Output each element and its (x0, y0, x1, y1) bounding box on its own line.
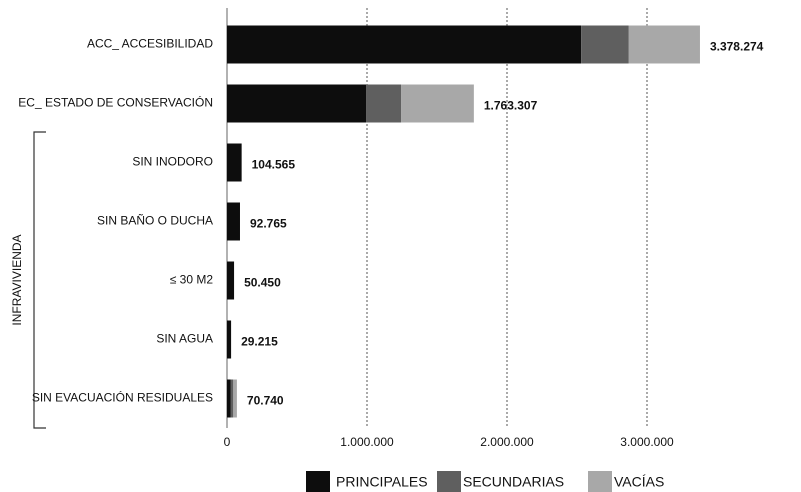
bar-segment (233, 379, 237, 418)
total-label: 1.763.307 (484, 99, 538, 113)
bar-segment (230, 379, 234, 418)
legend-swatch (437, 471, 461, 492)
bar-segment (227, 143, 242, 182)
legend-swatch (306, 471, 330, 492)
y-tick-label: SIN EVACUACIÓN RESIDUALES (32, 390, 213, 405)
y-tick-label: ≤ 30 M2 (170, 273, 214, 287)
total-label: 3.378.274 (710, 40, 764, 54)
y-tick-label: EC_ ESTADO DE CONSERVACIÓN (18, 95, 213, 110)
y-tick-label: SIN INODORO (132, 155, 213, 169)
total-label: 104.565 (252, 158, 296, 172)
bar-segment (401, 84, 474, 123)
x-tick-label: 2.000.000 (480, 435, 534, 449)
x-tick-label: 3.000.000 (620, 435, 674, 449)
bar-segment (227, 320, 232, 359)
bar-segment (227, 261, 235, 300)
x-tick-label: 0 (224, 435, 231, 449)
legend-label: VACÍAS (614, 474, 664, 490)
group-label: INFRAVIVIENDA (10, 234, 24, 325)
bar-segment (227, 202, 240, 241)
bar-segment (227, 379, 231, 418)
y-tick-label: SIN AGUA (156, 332, 213, 346)
total-label: 50.450 (244, 276, 281, 290)
bar-segment (628, 25, 700, 64)
bar-segment (227, 84, 367, 123)
legend-swatch (588, 471, 612, 492)
bar-segment (227, 25, 582, 64)
bar-segment (366, 84, 402, 123)
group-bracket (33, 131, 46, 429)
total-label: 92.765 (250, 217, 287, 231)
total-label: 29.215 (241, 335, 278, 349)
legend-label: SECUNDARIAS (463, 474, 564, 490)
y-tick-label: SIN BAÑO O DUCHA (97, 214, 213, 228)
bar-segment (581, 25, 629, 64)
y-tick-label: ACC_ ACCESIBILIDAD (87, 37, 213, 51)
legend-label: PRINCIPALES (336, 474, 428, 490)
x-tick-label: 1.000.000 (340, 435, 394, 449)
total-label: 70.740 (247, 394, 284, 408)
